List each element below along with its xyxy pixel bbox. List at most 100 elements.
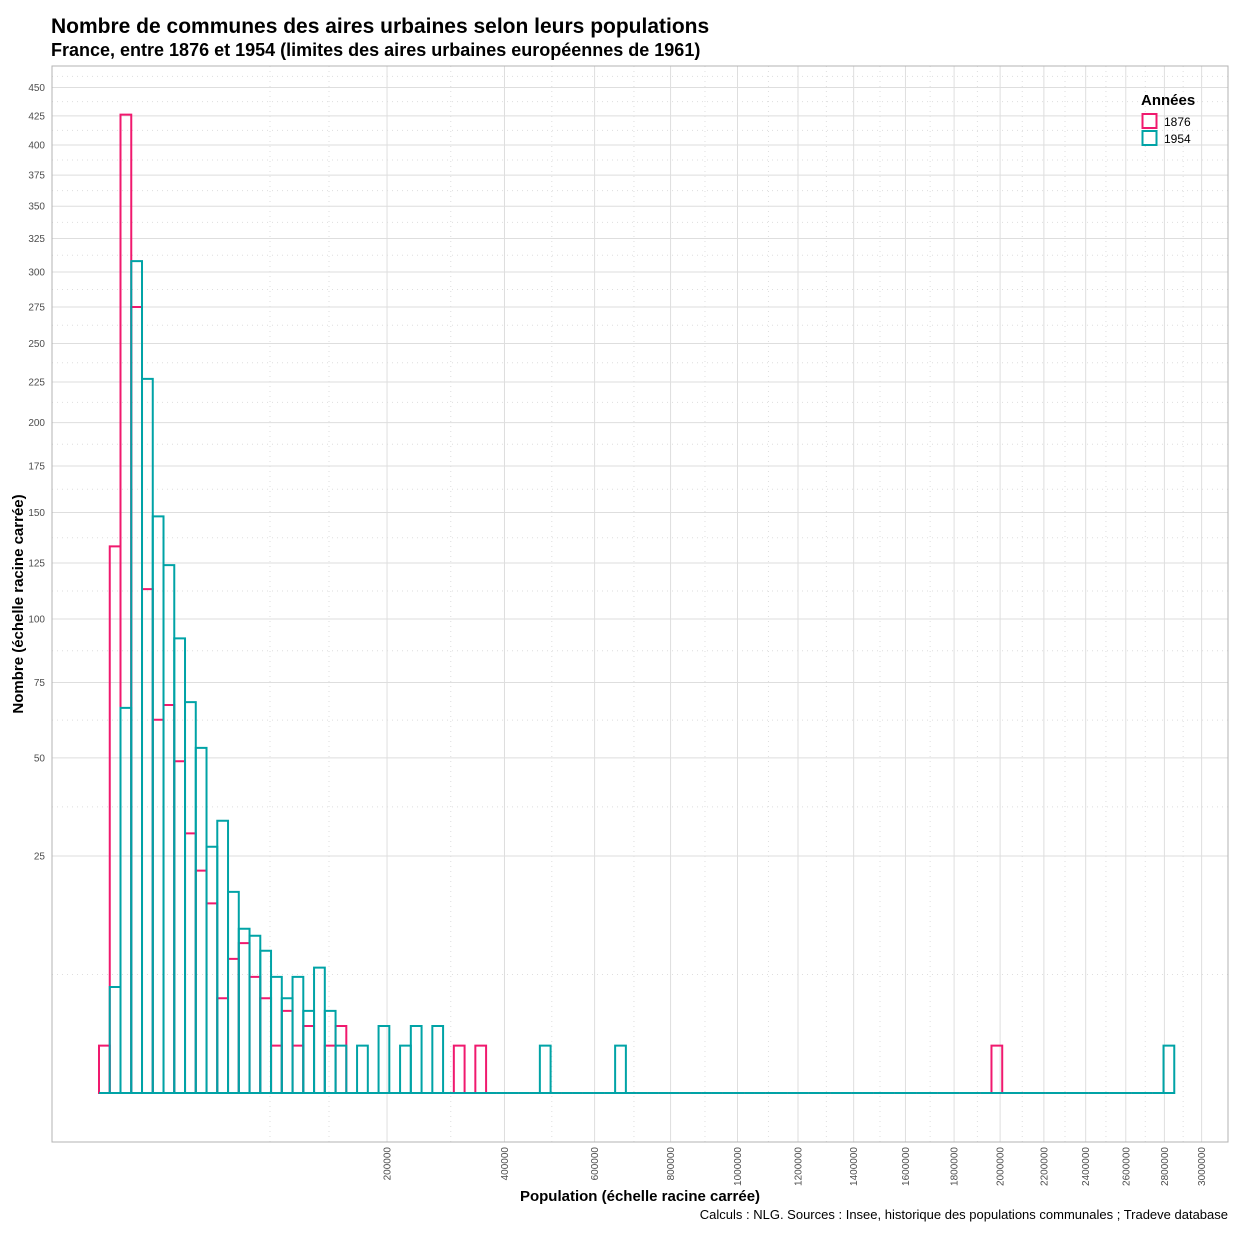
histogram-bar xyxy=(334,1024,348,1094)
histogram-bar xyxy=(474,1044,488,1094)
histogram-bar xyxy=(1162,1044,1176,1094)
histogram-bars xyxy=(97,113,1176,1094)
x-tick-label: 2400000 xyxy=(1081,1147,1092,1186)
histogram-bar xyxy=(356,1044,369,1094)
x-tick-label: 2800000 xyxy=(1160,1147,1171,1186)
histogram-bar xyxy=(323,1044,337,1094)
histogram-bar xyxy=(431,1024,445,1094)
histogram-bar xyxy=(194,869,208,1094)
y-tick-label: 200 xyxy=(28,418,45,429)
histogram-bar xyxy=(216,997,230,1094)
histogram-bar xyxy=(184,832,197,1094)
histogram-bar xyxy=(216,819,230,1094)
histogram-bar xyxy=(237,942,251,1094)
y-tick-label: 125 xyxy=(28,559,45,570)
histogram-bar xyxy=(237,927,251,1094)
y-tick-label: 100 xyxy=(28,615,45,626)
histogram-bar xyxy=(291,1044,305,1094)
histogram-bar xyxy=(130,260,144,1094)
histogram-bar xyxy=(452,1044,466,1094)
y-tick-label: 275 xyxy=(28,302,45,313)
y-tick-label: 375 xyxy=(28,171,45,182)
histogram-bar xyxy=(184,701,197,1094)
histogram-bar xyxy=(108,986,122,1094)
x-tick-label: 1400000 xyxy=(849,1147,860,1186)
histogram-bar xyxy=(334,1044,348,1094)
legend-label-1876: 1876 xyxy=(1164,115,1191,129)
y-tick-label: 350 xyxy=(28,202,45,213)
histogram-bar xyxy=(291,975,305,1094)
plot-panel-border xyxy=(51,65,1229,1143)
y-tick-label: 300 xyxy=(28,268,45,279)
histogram-bar xyxy=(227,957,240,1094)
histogram-bar xyxy=(270,975,283,1094)
histogram-bar xyxy=(313,966,326,1094)
histogram-bar xyxy=(194,746,208,1094)
caption: Calculs : NLG. Sources : Insee, historiq… xyxy=(700,1207,1228,1222)
x-tick-label: 2600000 xyxy=(1121,1147,1132,1186)
x-tick-label: 2000000 xyxy=(996,1147,1007,1186)
histogram-bar xyxy=(130,305,144,1094)
histogram-bar xyxy=(248,934,262,1094)
histogram-bar xyxy=(97,1044,111,1094)
y-axis-title: Nombre (échelle racine carrée) xyxy=(10,494,27,713)
y-tick-label: 25 xyxy=(34,852,46,863)
y-tick-label: 75 xyxy=(34,678,46,689)
y-axis-ticks: 25 50 75 100 125 150 175 200 225 250 275 300 325 350 3… xyxy=(28,83,45,863)
histogram-bar xyxy=(270,1044,283,1094)
x-tick-label: 1200000 xyxy=(794,1147,805,1186)
chart-title: Nombre de communes des aires urbaines se… xyxy=(51,15,709,38)
histogram-bar xyxy=(614,1044,627,1094)
x-tick-label: 800000 xyxy=(666,1147,677,1181)
x-tick-label: 1000000 xyxy=(733,1147,744,1186)
x-axis-ticks: 200000 400000 600000 800000 1000000 1200000 14… xyxy=(383,1147,1209,1186)
histogram-bar xyxy=(280,997,294,1094)
y-tick-label: 400 xyxy=(28,141,45,152)
legend: Années 1876 1954 xyxy=(1141,92,1195,146)
histogram-bar xyxy=(409,1024,423,1094)
histogram-bar xyxy=(227,890,240,1094)
legend-title: Années xyxy=(1141,92,1195,109)
x-tick-label: 200000 xyxy=(383,1147,394,1181)
y-tick-label: 250 xyxy=(28,339,45,350)
x-tick-label: 2200000 xyxy=(1039,1147,1050,1186)
chart-subtitle: France, entre 1876 et 1954 (limites des … xyxy=(51,40,700,60)
x-tick-label: 1600000 xyxy=(901,1147,912,1186)
histogram-bar xyxy=(162,704,176,1094)
x-tick-label: 600000 xyxy=(590,1147,601,1181)
histogram-bar xyxy=(538,1044,552,1094)
x-axis-title: Population (échelle racine carrée) xyxy=(520,1188,760,1205)
y-tick-label: 175 xyxy=(28,461,45,472)
histogram-bar xyxy=(151,515,165,1094)
y-tick-label: 425 xyxy=(28,111,45,122)
histogram-bar xyxy=(302,1009,316,1094)
histogram-bar xyxy=(259,997,273,1094)
y-tick-label: 225 xyxy=(28,378,45,389)
y-tick-label: 450 xyxy=(28,83,45,94)
histogram-bar xyxy=(173,637,187,1094)
histogram-bar xyxy=(108,545,122,1094)
histogram-bar xyxy=(205,845,219,1094)
histogram-bar xyxy=(205,902,219,1094)
y-tick-label: 150 xyxy=(28,508,45,519)
legend-key-1954 xyxy=(1141,130,1158,146)
histogram-bar xyxy=(119,113,133,1094)
legend-key-1876 xyxy=(1141,113,1158,129)
histogram-bar xyxy=(399,1044,412,1094)
histogram-bar xyxy=(162,564,176,1094)
histogram-bar xyxy=(119,706,133,1094)
grid xyxy=(52,66,1228,1142)
histogram-bar xyxy=(377,1024,391,1094)
legend-label-1954: 1954 xyxy=(1164,132,1191,146)
series-1954 xyxy=(98,260,1176,1094)
x-tick-label: 3000000 xyxy=(1197,1147,1208,1186)
histogram-bar xyxy=(173,760,187,1094)
histogram-bar xyxy=(259,949,273,1094)
histogram-bar xyxy=(141,588,154,1094)
histogram-bar xyxy=(323,1009,337,1094)
y-tick-label: 325 xyxy=(28,234,45,245)
histogram-bar xyxy=(302,1024,316,1094)
x-tick-label: 400000 xyxy=(500,1147,511,1181)
histogram-bar xyxy=(280,1009,294,1094)
